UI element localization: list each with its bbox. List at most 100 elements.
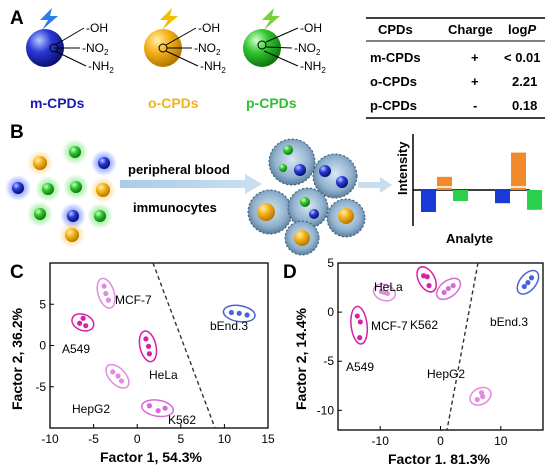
table-header-cpds: CPDs [378,22,413,37]
p-cpd-groups: -OH -NO2 -NH2 [263,21,326,75]
y-tick-label: 0 [327,305,334,319]
o-cpd-groups: -OH -NO2 -NH2 [165,21,226,75]
data-point [162,405,168,411]
data-point [80,315,86,321]
data-point [83,323,89,329]
y-axis-label: Factor 2, 36.2% [9,308,25,410]
y-tick-label: -10 [317,403,335,417]
y-axis-label: Factor 2, 14.4% [293,308,309,410]
group-oh: -OH [300,21,322,35]
table-header-logp: logP [508,22,537,37]
group-oh: -OH [86,21,108,35]
cluster-label: A549 [62,342,90,356]
data-point [441,289,447,296]
process-arrow: peripheral blood immunocytes [120,162,262,215]
data-point [445,285,451,292]
table-cell-cpd: p-CPDs [370,98,417,113]
group-oh: -OH [198,21,220,35]
cluster-label: K562 [410,318,438,332]
y-tick-label: 5 [39,297,46,311]
table-cell-charge: + [471,50,479,65]
cluster-ellipse [105,363,130,389]
result-arrow [358,177,392,193]
table-cell-logp: 0.18 [512,98,537,113]
data-point [478,390,485,396]
bar-y-label: Intensity [395,141,410,195]
cluster-ellipse [71,313,95,332]
separation-line [152,262,216,429]
data-point [450,282,456,289]
x-tick-label: 5 [177,432,184,446]
data-point [236,310,242,316]
immunocyte-cluster [247,138,366,256]
group-nh2: -NH2 [300,59,326,75]
group-nh2: -NH2 [88,59,114,75]
cluster-ellipse [372,283,397,302]
data-point [146,403,153,409]
m-cpd-groups: -OH -NO2 -NH2 [54,21,114,75]
data-point [155,408,161,414]
data-point [118,378,125,384]
cluster-label: MCF-7 [115,293,152,307]
cpd-mixture [5,139,117,248]
data-point [474,396,480,403]
separation-line [446,262,479,431]
bar [453,190,468,201]
cluster-label: HeLa [149,368,178,382]
table-cell-charge: + [471,74,479,89]
m-cpd-sphere [26,8,64,67]
data-point [101,283,107,289]
y-tick-label: 0 [39,339,46,353]
p-cpds-label: p-CPDs [246,95,297,111]
y-tick-label: 5 [327,256,334,270]
y-tick-label: -5 [35,380,46,394]
data-point [228,309,234,316]
x-tick-label: 0 [134,432,141,446]
x-tick-label: -5 [88,432,99,446]
cluster-ellipse [416,266,437,293]
cluster-label: HeLa [374,280,403,294]
table-cell-charge: - [473,98,477,113]
bar [495,190,510,204]
group-no2: -NO2 [82,41,109,57]
cluster-label: HepG2 [427,367,465,381]
data-point [357,319,363,325]
x-tick-label: -10 [372,434,390,448]
table-cell-logp: < 0.01 [504,50,541,65]
data-point [424,274,430,280]
panel-label-d: D [283,262,297,283]
data-point [115,373,121,379]
data-point [105,297,112,303]
cluster-label: K562 [168,413,196,427]
table-header-charge: Charge [448,22,493,37]
data-point [110,369,116,375]
x-axis-label: Factor 1. 81.3% [388,451,490,467]
properties-table: CPDs Charge logP m-CPDs + < 0.01 o-CPDs … [366,17,545,119]
y-tick-label: -5 [323,354,334,368]
data-point [146,351,153,357]
arrow-label-bottom: immunocytes [133,200,217,215]
cluster-ellipse [350,305,369,345]
table-cell-logp: 2.21 [512,74,537,89]
cluster-label: A549 [346,360,374,374]
data-point [357,335,363,341]
x-tick-label: 10 [218,432,232,446]
x-tick-label: -10 [41,432,59,446]
data-point [525,280,531,286]
cluster-label: HepG2 [72,402,110,416]
cluster-label: bEnd.3 [210,319,248,333]
bar [437,176,452,190]
lightning-icon [40,8,58,30]
data-point [528,275,535,281]
group-nh2: -NH2 [200,59,226,75]
cluster-ellipse [138,330,158,363]
data-point [521,283,527,290]
lightning-icon [262,8,280,30]
o-cpd-sphere [144,8,182,67]
x-tick-label: 0 [437,434,444,448]
pca-plot-d: Factor 1. 81.3% Factor 2, 14.4% -10 0 10 5 0… [293,256,544,467]
o-cpds-label: o-CPDs [148,95,199,111]
x-axis-label: Factor 1, 54.3% [100,449,202,465]
panel-label-c: C [10,262,24,283]
